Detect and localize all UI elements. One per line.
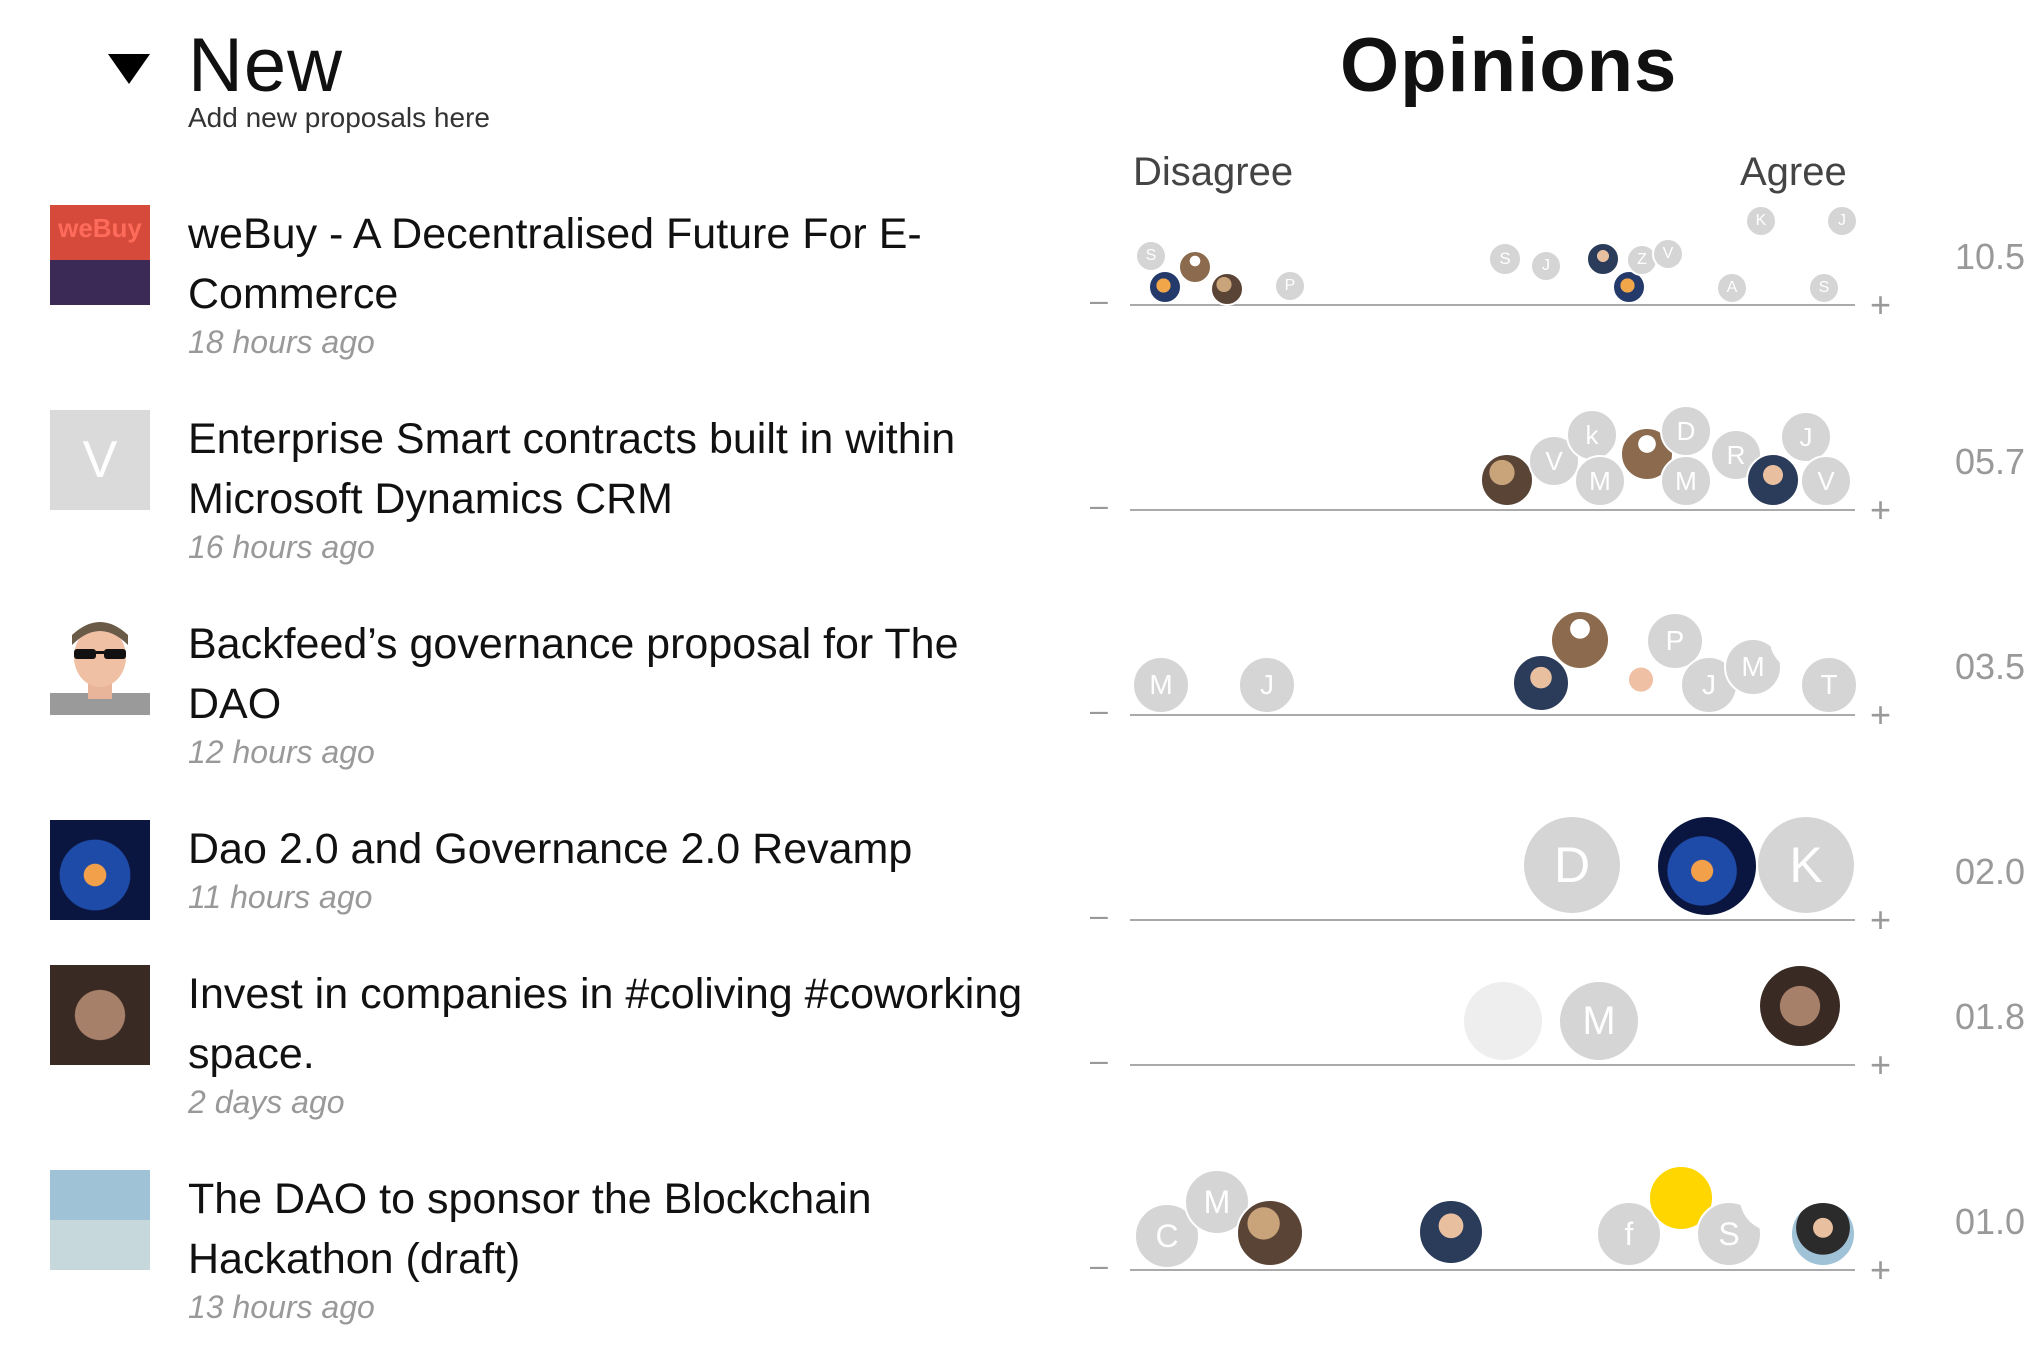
voter-avatar[interactable]: J (1780, 411, 1832, 463)
proposal-row[interactable]: Backfeed’s governance proposal for The D… (0, 610, 2042, 810)
voter-avatar[interactable]: J (1680, 656, 1738, 714)
proposal-row[interactable]: Invest in companies in #coliving #cowork… (0, 960, 2042, 1160)
voter-avatar[interactable]: A (1716, 272, 1748, 304)
opinions-title: Opinions (1340, 23, 1678, 108)
proposal-row[interactable]: Dao 2.0 and Governance 2.0 Revamp 11 hou… (0, 815, 2042, 1015)
voter-avatar[interactable]: S (1488, 242, 1522, 276)
collapse-toggle-icon[interactable] (108, 54, 150, 84)
voter-avatar[interactable]: D (1660, 405, 1712, 457)
voter-avatar[interactable] (1462, 980, 1544, 1062)
proposal-title[interactable]: Enterprise Smart contracts built in with… (188, 415, 956, 523)
voter-avatar[interactable]: K (1745, 205, 1777, 237)
voter-avatar[interactable]: S (1808, 272, 1840, 304)
opinion-scale[interactable] (1130, 1269, 1855, 1271)
scale-plus: + (1870, 489, 1892, 530)
opinion-scale[interactable] (1130, 509, 1855, 511)
proposal-score: 10.5 (1955, 236, 2026, 277)
voter-avatar[interactable] (1210, 272, 1244, 306)
thumbnail-logo-text: weBuy (58, 213, 142, 243)
voter-avatar[interactable]: K (1756, 815, 1856, 915)
disagree-label: Disagree (1133, 150, 1294, 194)
scale-minus: – (1090, 897, 1108, 933)
voter-avatar[interactable]: J (1826, 205, 1858, 237)
proposal-thumbnail[interactable] (50, 965, 150, 1065)
voter-avatar[interactable] (1480, 453, 1534, 507)
voter-avatar[interactable]: M (1132, 656, 1190, 714)
voter-avatar[interactable] (1656, 815, 1758, 917)
voter-avatar[interactable]: S (1135, 240, 1167, 272)
voter-avatar[interactable] (1758, 964, 1842, 1048)
voter-avatar[interactable]: M (1660, 455, 1712, 507)
voter-avatar[interactable] (1674, 978, 1760, 1064)
voter-avatar[interactable]: k (1566, 409, 1618, 461)
voter-avatar[interactable]: P (1274, 270, 1306, 302)
opinion-scale[interactable] (1130, 304, 1855, 306)
proposal-thumbnail[interactable] (50, 1170, 150, 1270)
proposal-time: 16 hours ago (188, 529, 375, 565)
proposal-title[interactable]: Backfeed’s governance proposal for The D… (188, 620, 959, 728)
voter-avatar[interactable] (1746, 453, 1800, 507)
opinion-scale[interactable] (1130, 919, 1855, 921)
proposal-title[interactable]: weBuy - A Decentralised Future For E-Com… (188, 210, 922, 318)
proposal-row[interactable]: The DAO to sponsor the Blockchain Hackat… (0, 1165, 2042, 1365)
voter-avatar[interactable] (1550, 610, 1610, 670)
proposal-score: 05.7 (1955, 441, 2026, 482)
proposal-thumbnail[interactable] (50, 820, 150, 920)
proposal-row[interactable]: weBuy weBuy - A Decentralised Future For… (0, 200, 2042, 400)
voter-avatar[interactable]: V (1652, 238, 1684, 270)
scale-minus: – (1090, 282, 1108, 318)
scale-plus: + (1870, 899, 1892, 940)
section-title: New (188, 23, 344, 108)
agree-label: Agree (1740, 150, 1847, 194)
scale-minus: – (1090, 487, 1108, 523)
voter-avatar[interactable]: J (1238, 656, 1296, 714)
proposal-time: 13 hours ago (188, 1289, 375, 1325)
voter-avatar[interactable] (1236, 1199, 1304, 1267)
proposal-time: 18 hours ago (188, 324, 375, 360)
scale-plus: + (1870, 284, 1892, 325)
voter-avatar[interactable]: T (1800, 656, 1858, 714)
proposal-score: 02.0 (1955, 851, 2026, 892)
proposal-thumbnail[interactable]: V (50, 410, 150, 510)
proposal-time: 2 days ago (188, 1084, 345, 1120)
voter-avatar[interactable]: M (1574, 455, 1626, 507)
proposal-score: 03.5 (1955, 646, 2026, 687)
scale-plus: + (1870, 1249, 1892, 1290)
proposal-thumbnail[interactable]: weBuy (50, 205, 150, 305)
voter-avatar[interactable]: J (1530, 250, 1562, 282)
section-subtitle: Add new proposals here (188, 102, 490, 133)
voter-avatar[interactable] (1512, 654, 1570, 712)
opinion-scale[interactable] (1130, 714, 1855, 716)
voter-avatar[interactable] (1148, 270, 1182, 304)
proposal-title[interactable]: Dao 2.0 and Governance 2.0 Revamp (188, 825, 913, 873)
avatar-sunglasses-icon (50, 622, 150, 715)
voter-avatar[interactable]: D (1522, 815, 1622, 915)
scale-minus: – (1090, 1042, 1108, 1078)
proposal-score: 01.0 (1955, 1201, 2026, 1242)
voter-avatar[interactable] (1418, 1199, 1484, 1265)
scale-minus: – (1090, 1247, 1108, 1283)
scale-plus: + (1870, 694, 1892, 735)
proposal-score: 01.8 (1955, 996, 2026, 1037)
proposal-thumbnail[interactable] (50, 615, 150, 715)
voter-avatar[interactable] (1770, 610, 1830, 670)
proposal-title[interactable]: Invest in companies in #coliving #cowork… (188, 970, 1023, 1078)
scale-minus: – (1090, 692, 1108, 728)
voter-avatar[interactable] (1586, 242, 1620, 276)
voter-avatar[interactable]: V (1800, 455, 1852, 507)
proposal-time: 11 hours ago (188, 879, 373, 915)
proposal-title[interactable]: The DAO to sponsor the Blockchain Hackat… (188, 1175, 872, 1283)
scale-plus: + (1870, 1044, 1892, 1085)
opinion-scale[interactable] (1130, 1064, 1855, 1066)
proposal-row[interactable]: V Enterprise Smart contracts built in wi… (0, 405, 2042, 605)
voter-avatar[interactable] (1178, 250, 1212, 284)
proposal-time: 12 hours ago (188, 734, 375, 770)
voter-avatar[interactable]: M (1558, 980, 1640, 1062)
voter-avatar[interactable] (1790, 1201, 1856, 1267)
